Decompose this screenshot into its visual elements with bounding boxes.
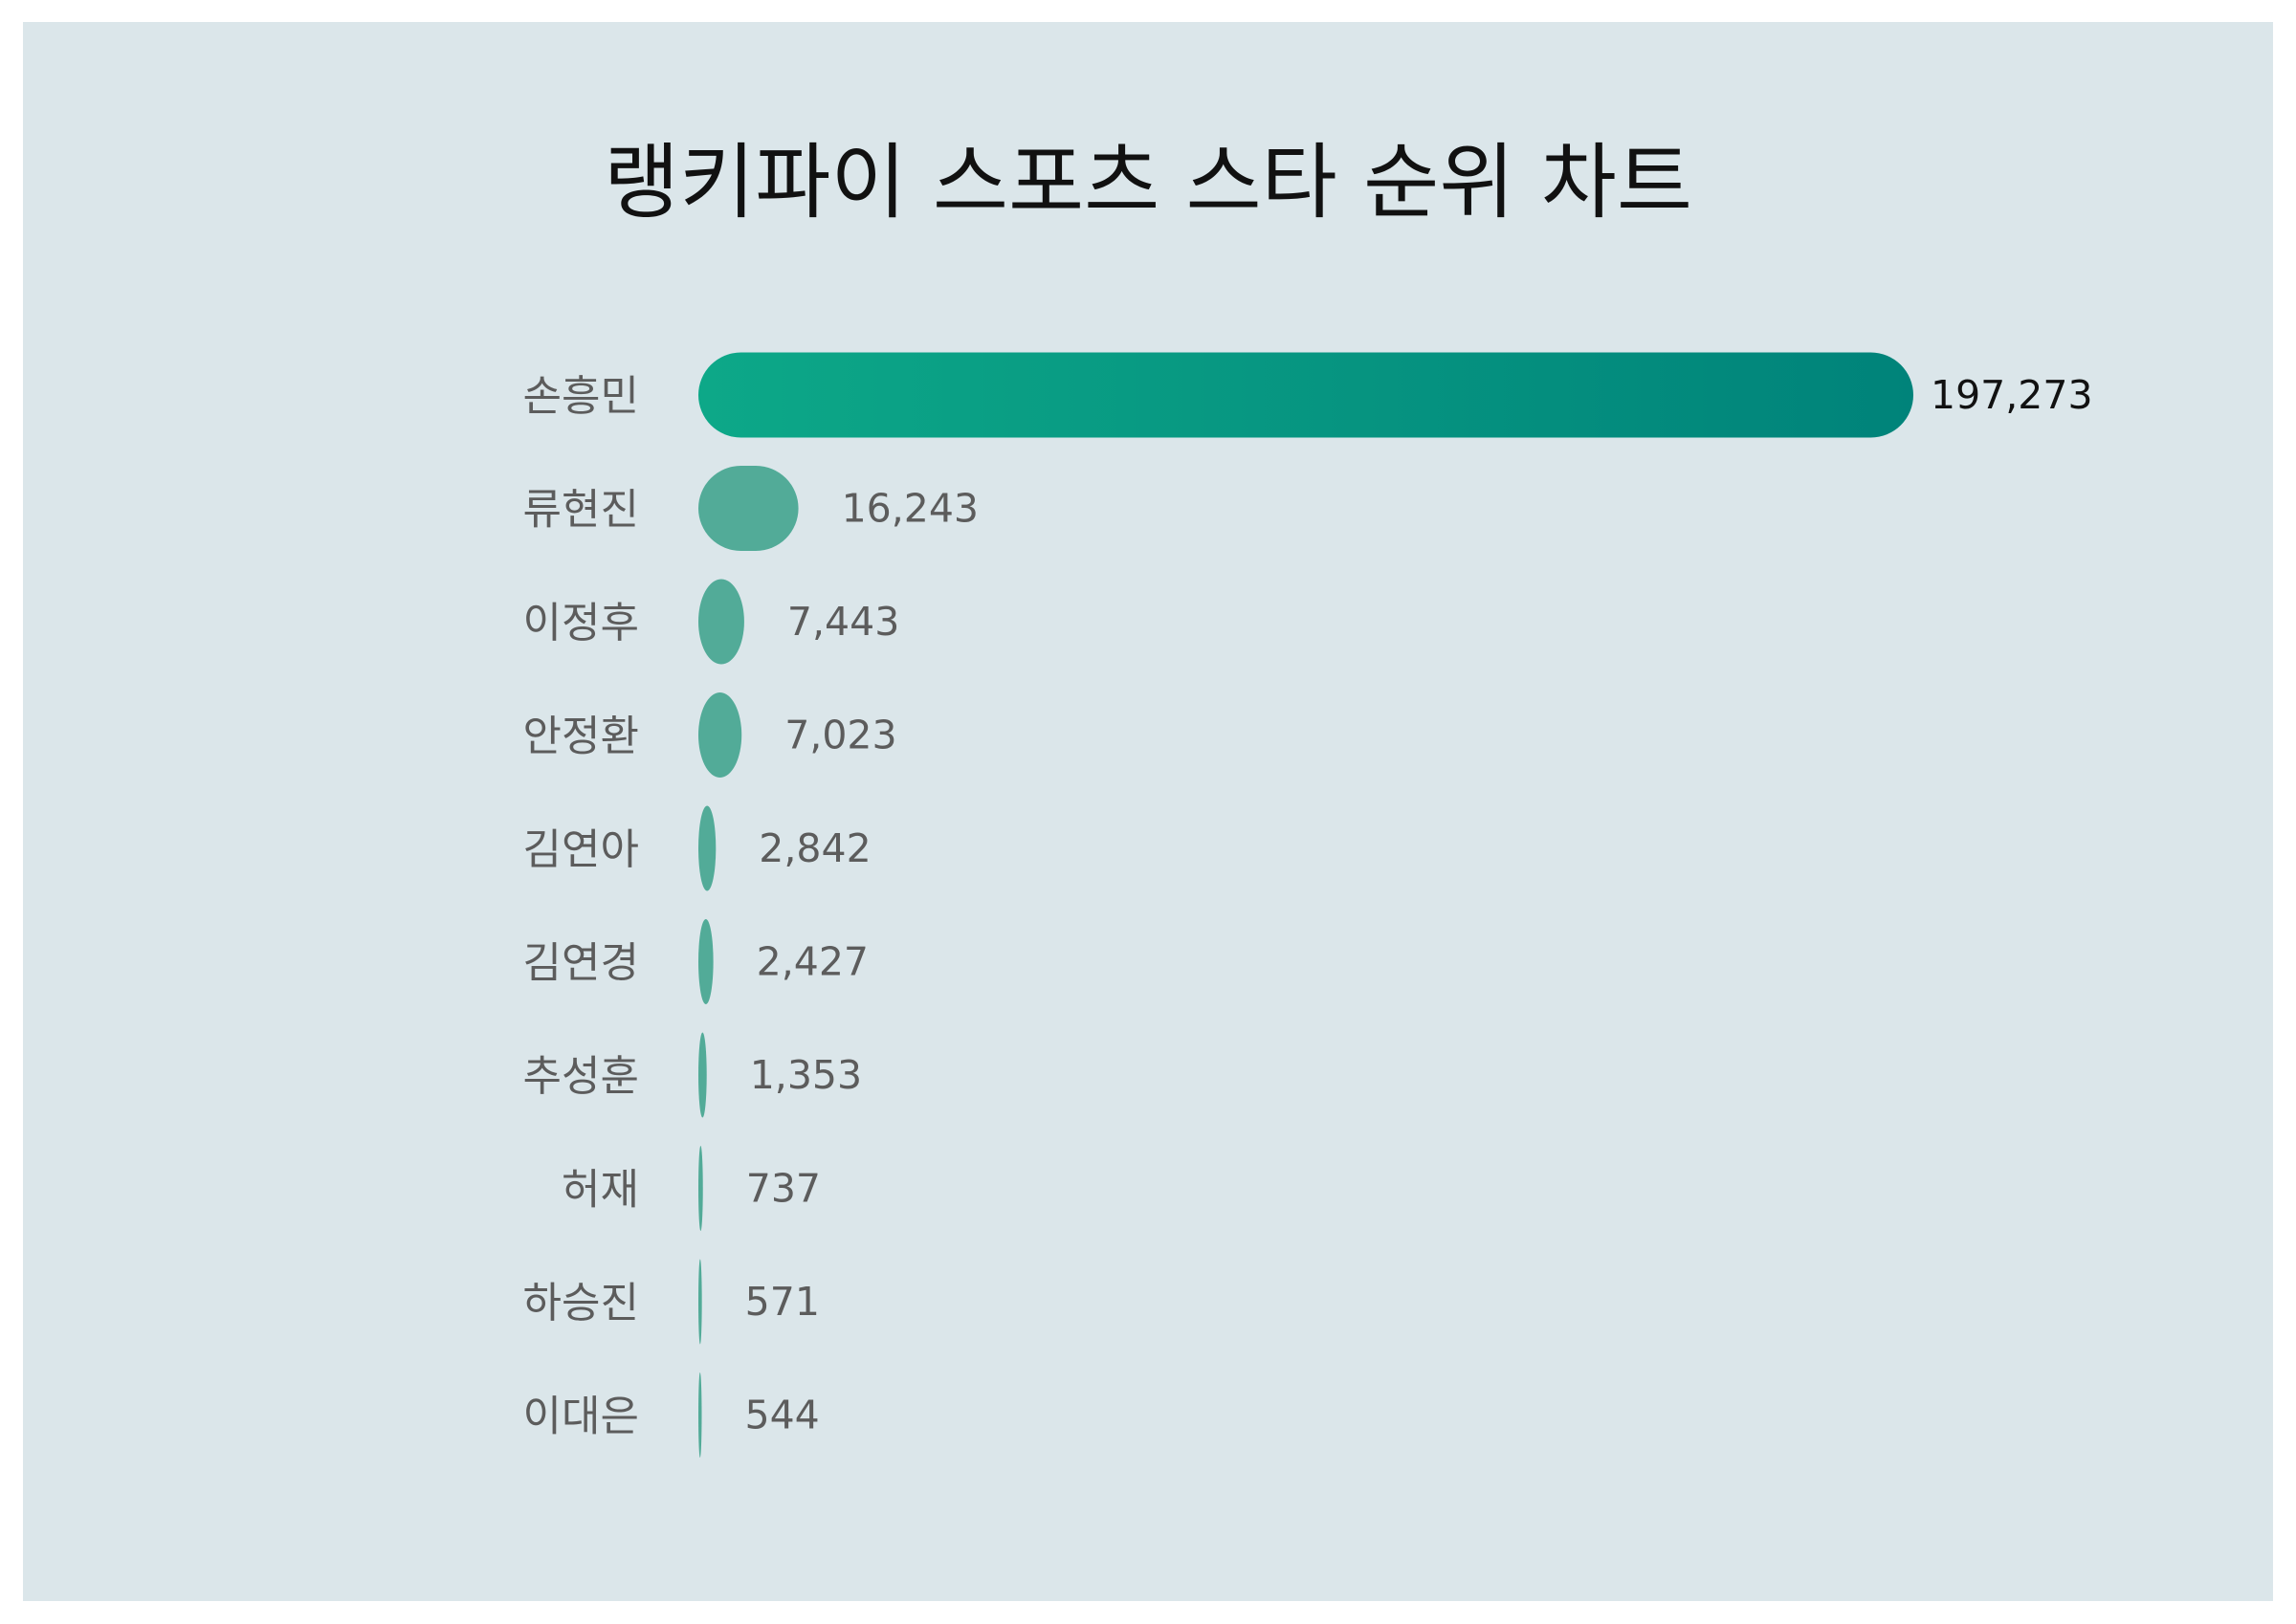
bar [698,1032,707,1118]
value-label: 737 [746,1166,821,1212]
bar [698,805,717,891]
value-label: 571 [745,1279,820,1325]
category-label: 이대은 [523,1393,639,1441]
category-label: 김연아 [523,825,639,874]
bar [698,466,799,551]
bar [698,1259,702,1345]
bar [698,1372,702,1458]
bar [698,1146,703,1231]
bar [698,352,1913,438]
value-label: 7,443 [787,599,899,645]
chart-title: 랭키파이 스포츠 스타 순위 차트 [604,135,1692,230]
category-label: 이정후 [523,599,639,647]
value-label: 1,353 [750,1052,862,1098]
value-label: 16,243 [842,486,979,532]
bar [698,919,714,1004]
bar [698,579,744,665]
value-label: 544 [745,1393,820,1438]
category-label: 류현진 [523,486,639,535]
category-label: 하승진 [523,1279,639,1328]
chart-background [23,22,2273,1601]
category-label: 안정환 [523,713,639,761]
value-label: 2,427 [757,939,869,985]
category-label: 추성훈 [523,1052,639,1101]
category-label: 허재 [562,1166,639,1215]
value-label: 7,023 [784,713,896,758]
value-label: 197,273 [1931,372,2093,418]
category-label: 손흥민 [523,372,639,421]
value-label: 2,842 [759,825,871,871]
bar [698,692,742,778]
category-label: 김연경 [523,939,639,988]
